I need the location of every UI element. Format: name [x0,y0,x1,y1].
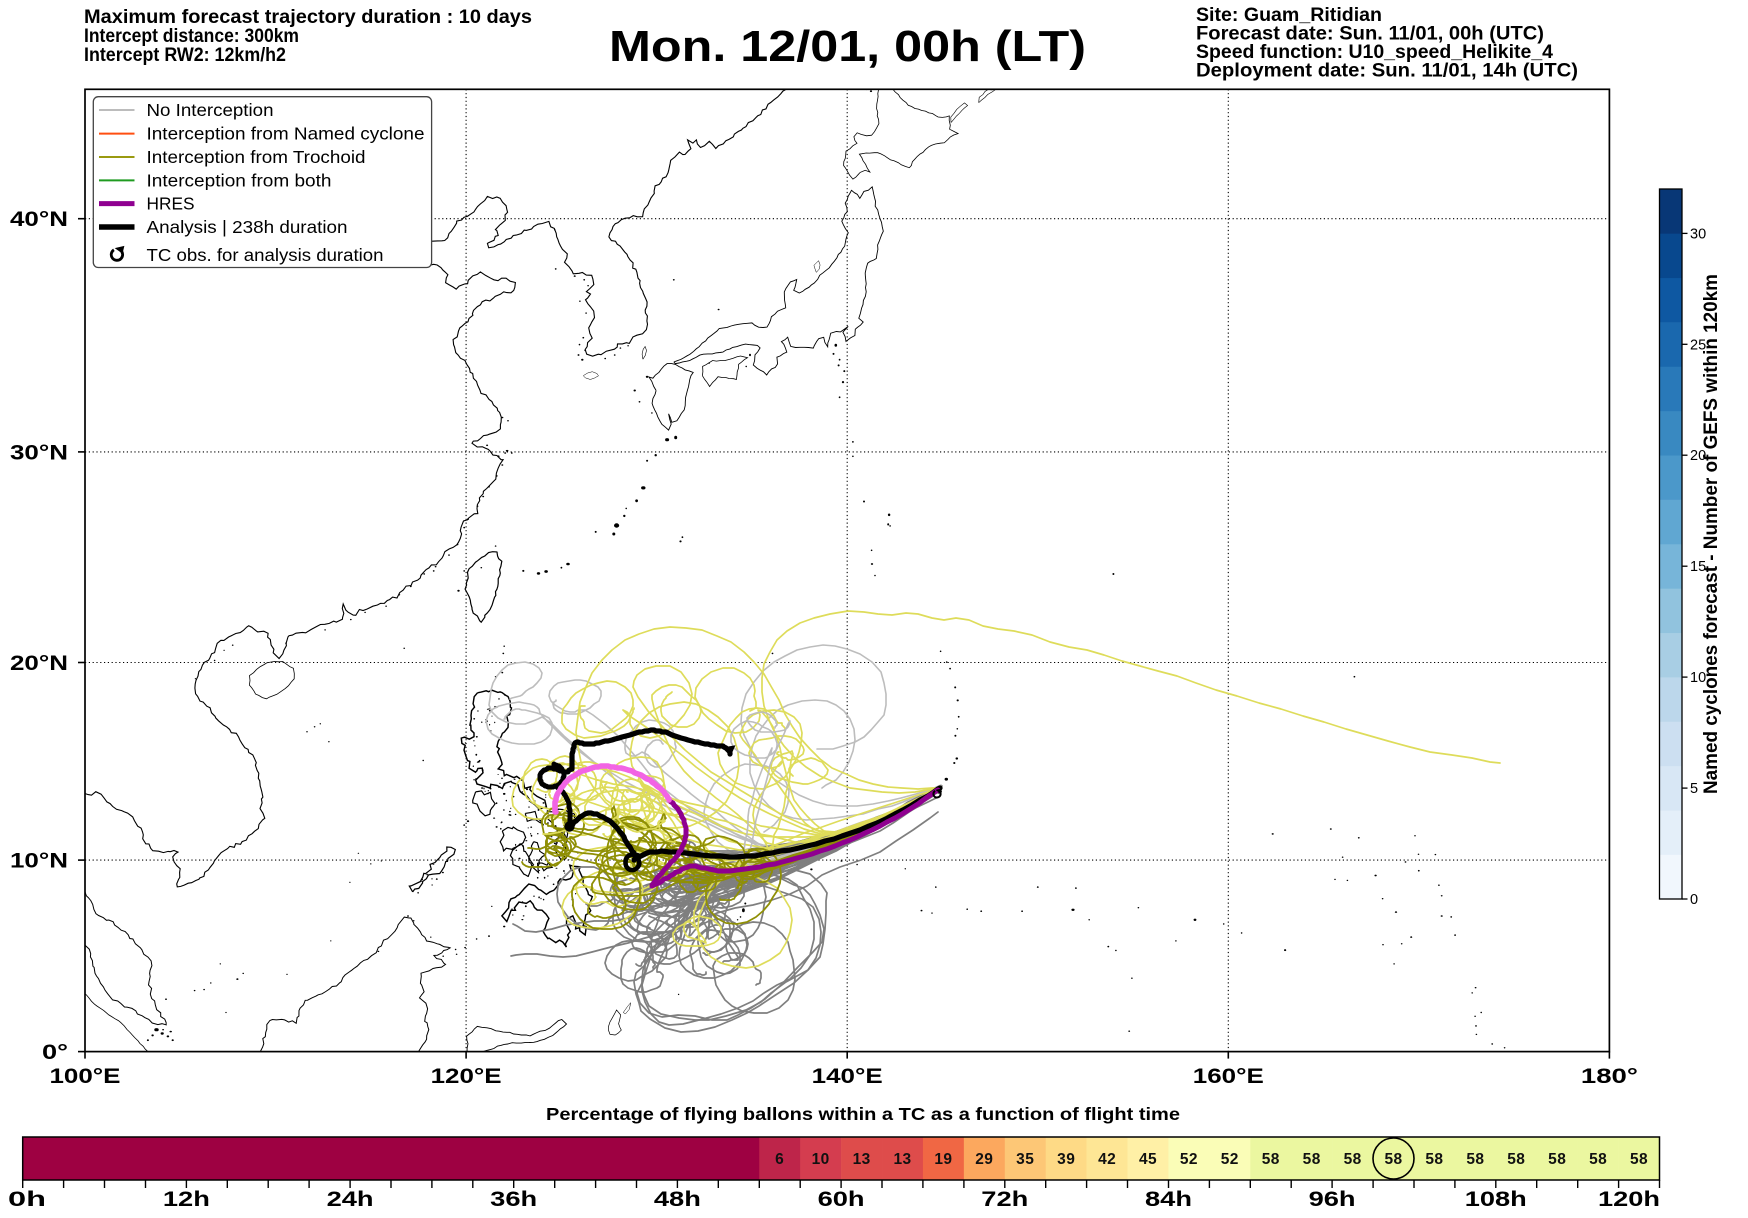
svg-text:52: 52 [1221,1151,1239,1168]
svg-text:120°E: 120°E [431,1065,502,1088]
svg-text:30°N: 30°N [10,441,68,464]
svg-text:Intercept distance: 300km: Intercept distance: 300km [84,26,299,47]
svg-text:Forecast date: Sun. 11/01, 00h: Forecast date: Sun. 11/01, 00h (UTC) [1196,24,1544,45]
svg-text:58: 58 [1589,1151,1607,1168]
svg-text:42: 42 [1098,1151,1116,1168]
svg-text:108h: 108h [1465,1188,1527,1211]
svg-text:Site: Guam_Ritidian: Site: Guam_Ritidian [1196,5,1382,26]
svg-text:58: 58 [1262,1151,1280,1168]
svg-text:30: 30 [1690,226,1706,242]
svg-text:35: 35 [1016,1151,1034,1168]
svg-text:58: 58 [1507,1151,1525,1168]
svg-text:58: 58 [1466,1151,1484,1168]
svg-text:Interception from Named cyclon: Interception from Named cyclone [147,124,425,144]
svg-text:96h: 96h [1309,1188,1356,1211]
svg-text:Analysis | 238h duration: Analysis | 238h duration [147,217,348,237]
svg-text:25: 25 [1690,337,1706,353]
svg-text:20°N: 20°N [10,652,68,675]
svg-text:No Interception: No Interception [147,100,274,120]
svg-text:29: 29 [975,1151,993,1168]
svg-text:180°: 180° [1581,1065,1638,1088]
svg-text:0h: 0h [8,1188,46,1211]
svg-text:58: 58 [1384,1151,1402,1168]
svg-text:13: 13 [853,1151,871,1168]
svg-text:40°N: 40°N [10,208,68,231]
svg-text:6: 6 [775,1151,784,1168]
svg-text:84h: 84h [1145,1188,1192,1211]
svg-text:58: 58 [1344,1151,1362,1168]
svg-text:60h: 60h [818,1188,865,1211]
svg-text:39: 39 [1057,1151,1075,1168]
svg-text:HRES: HRES [147,194,195,214]
svg-text:10: 10 [1690,670,1706,686]
svg-text:52: 52 [1180,1151,1198,1168]
svg-text:Speed function: U10_speed_Heli: Speed function: U10_speed_Helikite_4 [1196,42,1553,63]
svg-text:Maximum forecast trajectory du: Maximum forecast trajectory duration : 1… [84,7,532,28]
svg-text:TC obs. for analysis duration: TC obs. for analysis duration [147,245,384,265]
svg-text:Percentage of flying ballons w: Percentage of flying ballons within a TC… [546,1104,1180,1124]
svg-text:24h: 24h [327,1188,374,1211]
svg-text:120h: 120h [1598,1188,1660,1211]
svg-text:20: 20 [1690,448,1706,464]
svg-text:58: 58 [1548,1151,1566,1168]
svg-text:Interception from Trochoid: Interception from Trochoid [147,147,366,167]
svg-text:10: 10 [812,1151,830,1168]
svg-text:5: 5 [1690,781,1698,797]
svg-text:15: 15 [1690,559,1706,575]
svg-text:58: 58 [1425,1151,1443,1168]
svg-text:Intercept RW2: 12km/h2: Intercept RW2: 12km/h2 [84,45,286,66]
svg-text:36h: 36h [490,1188,537,1211]
svg-text:45: 45 [1139,1151,1157,1168]
svg-text:12h: 12h [163,1188,210,1211]
svg-text:19: 19 [934,1151,952,1168]
svg-text:Named cyclones forecast - Numb: Named cyclones forecast - Number of GEFS… [1701,274,1722,794]
svg-text:Interception from both: Interception from both [147,170,332,190]
svg-text:Mon. 12/01, 00h (LT): Mon. 12/01, 00h (LT) [609,23,1086,71]
svg-text:58: 58 [1630,1151,1648,1168]
svg-text:72h: 72h [981,1188,1028,1211]
svg-text:0: 0 [1690,892,1698,908]
svg-text:58: 58 [1303,1151,1321,1168]
svg-text:100°E: 100°E [50,1065,121,1088]
svg-text:160°E: 160°E [1193,1065,1264,1088]
svg-text:0°: 0° [42,1041,68,1064]
svg-text:140°E: 140°E [812,1065,883,1088]
svg-text:Deployment date: Sun. 11/01, 1: Deployment date: Sun. 11/01, 14h (UTC) [1196,61,1578,82]
svg-text:13: 13 [893,1151,911,1168]
svg-text:48h: 48h [654,1188,701,1211]
svg-text:10°N: 10°N [10,850,68,873]
